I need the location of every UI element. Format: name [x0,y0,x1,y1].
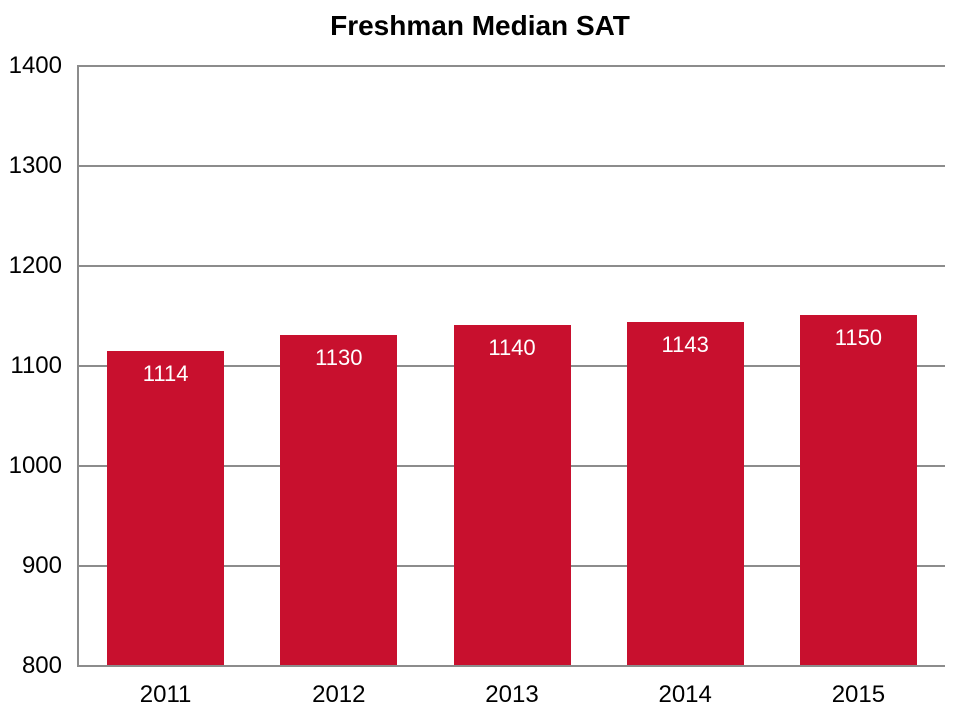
x-axis-line [77,665,945,667]
y-axis-tick-label: 900 [21,552,62,579]
y-axis-tick-label: 1200 [8,252,62,279]
bar-data-label: 1140 [488,335,536,360]
y-axis-line [77,65,79,667]
plot-area: 1114 1130 1140 1143 1150 [77,65,945,667]
bar-2011: 1114 [107,351,225,665]
x-axis-tick-label: 2013 [485,681,539,708]
y-axis-tick-label: 1000 [8,452,62,479]
y-axis-tick-label: 1400 [8,52,62,79]
gridline [79,165,945,167]
x-axis-tick-label: 2015 [831,681,886,708]
bar-2012: 1130 [280,335,398,665]
bar-2013: 1140 [453,325,571,665]
bar-data-label: 1150 [834,325,883,350]
y-axis-tick-label: 800 [21,652,62,679]
bar-2015: 1150 [799,315,917,665]
x-axis-tick-label: 2012 [312,681,366,708]
y-axis-tick-label: 1300 [8,152,62,179]
bar-data-label: 1114 [142,361,189,386]
y-axis-tick-label: 1100 [10,352,62,379]
bar-data-label: 1143 [661,332,709,357]
gridline [79,65,945,67]
gridline [79,265,945,267]
x-axis-tick-label: 2014 [658,681,712,708]
chart-title: Freshman Median SAT [330,10,630,41]
bar-data-label: 1130 [315,345,363,370]
bar-2014: 1143 [626,322,744,665]
x-axis-tick-label: 2011 [139,681,192,708]
